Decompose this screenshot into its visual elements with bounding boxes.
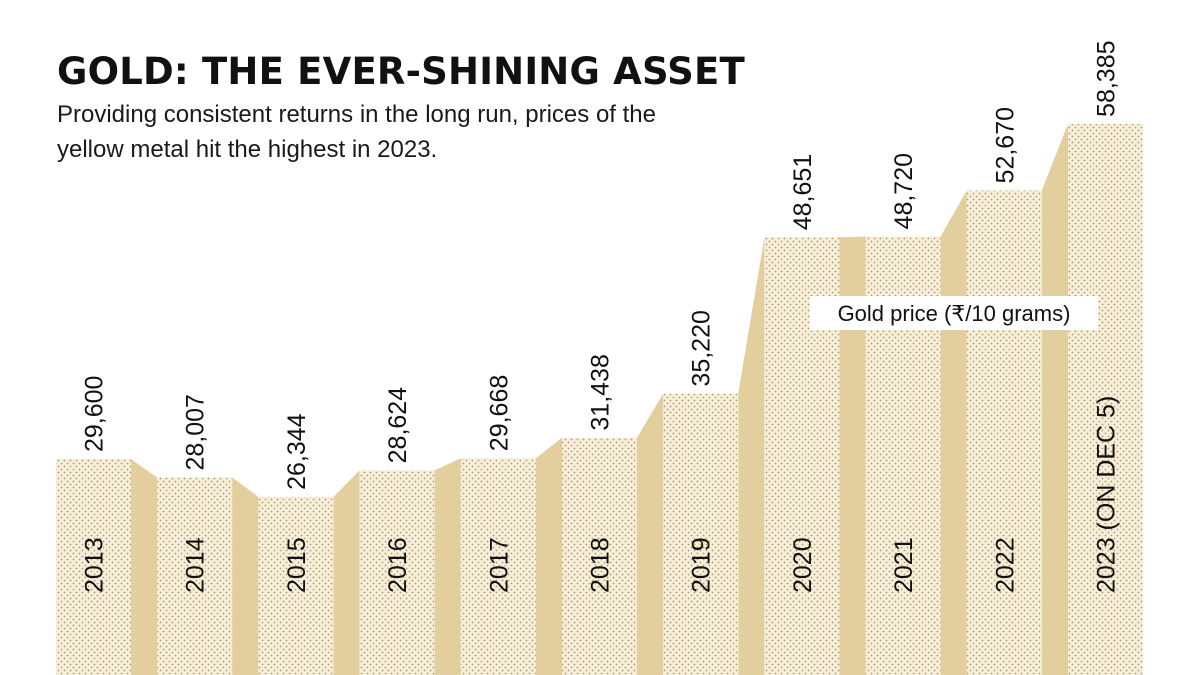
- bar-2014: [157, 477, 233, 675]
- bar-2017: [460, 458, 536, 675]
- connector-2014: [232, 477, 259, 675]
- unit-label-background: [810, 296, 1098, 330]
- value-label-2018: 31,438: [587, 354, 615, 430]
- category-label-2015: 2015: [283, 537, 311, 593]
- category-label-2013: 2013: [81, 537, 109, 593]
- category-label-2023: 2023 (ON DEC 5): [1093, 396, 1121, 593]
- value-label-2020: 48,651: [789, 154, 817, 230]
- value-label-2015: 26,344: [283, 413, 311, 490]
- bar-2023: [1068, 123, 1143, 675]
- category-label-2020: 2020: [789, 537, 817, 593]
- chart-title: GOLD: THE EVER-SHINING ASSET: [57, 50, 745, 93]
- value-label-2016: 28,624: [384, 387, 412, 464]
- bar-2019: [663, 393, 739, 675]
- value-label-2023: 58,385: [1093, 40, 1121, 116]
- value-label-2022: 52,670: [991, 107, 1019, 183]
- connector-2019: [738, 237, 765, 675]
- category-label-2022: 2022: [991, 537, 1019, 593]
- bar-2013: [56, 459, 131, 675]
- connector-2017: [535, 437, 562, 675]
- value-label-2017: 29,668: [485, 375, 513, 451]
- bar-2015: [258, 496, 334, 675]
- bar-2016: [359, 470, 435, 675]
- connector-2015: [333, 470, 360, 675]
- unit-label: Gold price (₹/10 grams): [838, 301, 1071, 326]
- connector-2016: [434, 458, 461, 675]
- bar-2018: [562, 437, 637, 675]
- connector-2013: [131, 459, 158, 675]
- category-label-2021: 2021: [890, 537, 918, 593]
- connector-2022: [1041, 123, 1068, 675]
- connector-2018: [637, 393, 664, 675]
- connector-2020: [839, 236, 866, 675]
- category-label-2017: 2017: [485, 537, 513, 593]
- category-label-2014: 2014: [182, 537, 210, 593]
- bar-2022: [966, 190, 1042, 675]
- value-label-2014: 28,007: [182, 394, 210, 470]
- category-label-2016: 2016: [384, 537, 412, 593]
- category-label-2019: 2019: [688, 537, 716, 593]
- connector-2021: [940, 190, 967, 675]
- value-label-2019: 35,220: [688, 310, 716, 386]
- chart-subtitle: Providing consistent returns in the long…: [57, 101, 656, 163]
- category-label-2018: 2018: [587, 537, 615, 593]
- value-label-2021: 48,720: [890, 153, 918, 229]
- value-label-2013: 29,600: [81, 376, 109, 452]
